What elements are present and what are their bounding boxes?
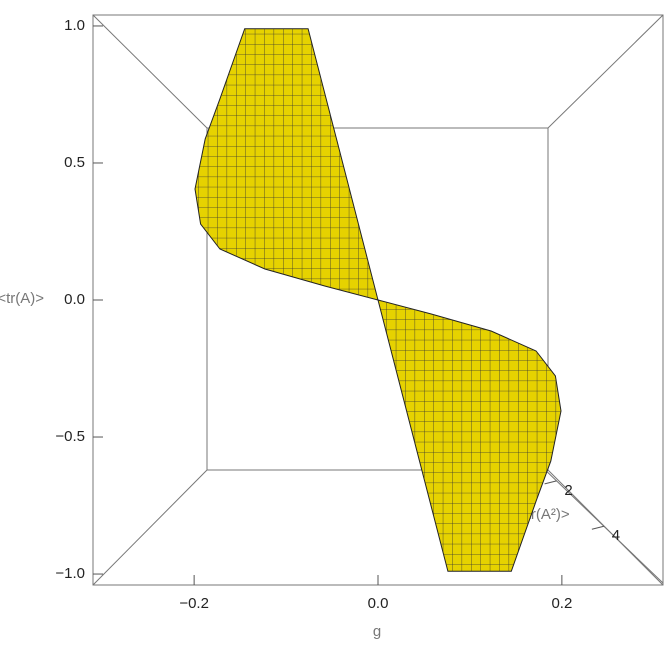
- x-axis-label: g: [373, 623, 381, 640]
- y-tick-label: 1.0: [64, 17, 85, 34]
- y-tick-label: −1.0: [55, 565, 85, 582]
- x-tick-label: −0.2: [179, 595, 209, 612]
- y-axis-label: <tr(A)>: [0, 290, 44, 307]
- y-tick-label: −0.5: [55, 428, 85, 445]
- x-tick-label: 0.2: [551, 595, 572, 612]
- z-tick: [544, 480, 557, 485]
- z-tick-label: 2: [564, 482, 572, 499]
- z-tick-label: 4: [612, 527, 620, 544]
- x-tick-label: 0.0: [368, 595, 389, 612]
- surface-mesh: [195, 28, 561, 572]
- y-tick-label: 0.0: [64, 291, 85, 308]
- z-tick: [591, 525, 604, 530]
- z-axis: [539, 464, 664, 584]
- y-tick-label: 0.5: [64, 154, 85, 171]
